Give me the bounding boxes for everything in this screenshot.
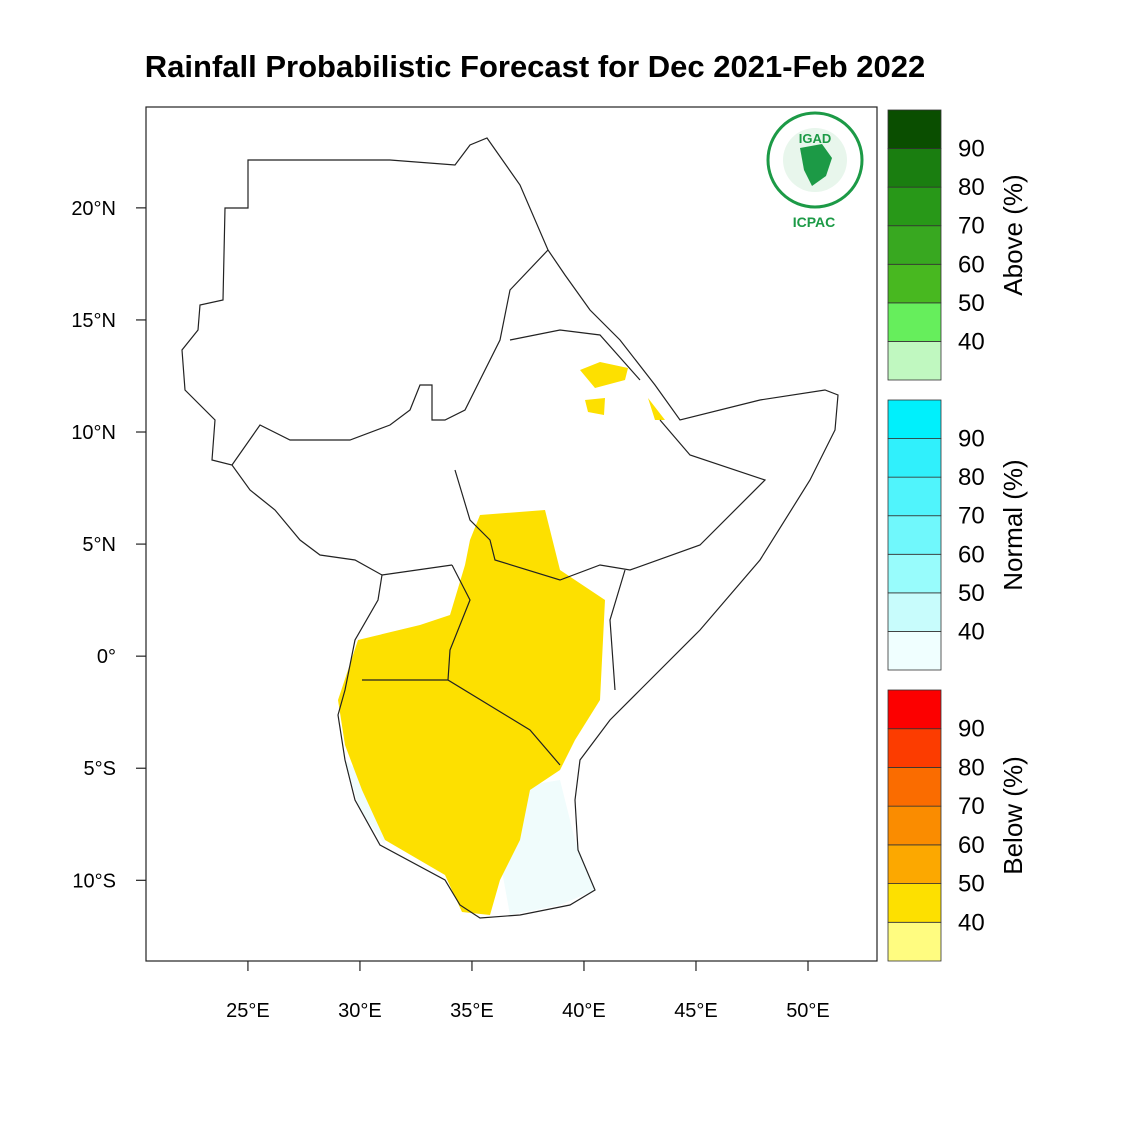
legend-level: 90 — [958, 426, 985, 453]
legend-swatch — [887, 225, 942, 265]
legend-swatch — [887, 341, 942, 381]
legend-level: 90 — [958, 136, 985, 163]
x-tick-label: 25°E — [226, 1000, 270, 1022]
legend-level: 70 — [958, 213, 985, 240]
legend-swatch — [887, 805, 942, 846]
y-tick-label: 0° — [97, 646, 116, 668]
y-tick-label: 5°N — [82, 534, 116, 556]
title: Rainfall Probabilistic Forecast for Dec … — [145, 49, 925, 84]
legend-level: 70 — [958, 793, 985, 820]
legend-swatch — [887, 438, 942, 478]
x-tick-label: 30°E — [338, 1000, 382, 1022]
x-tick-label: 35°E — [450, 1000, 494, 1022]
map — [145, 106, 878, 962]
borders — [231, 249, 767, 766]
legend-swatch — [887, 592, 942, 632]
legend-swatch — [887, 553, 942, 594]
y-tick-label: 5°S — [84, 758, 116, 780]
legend-swatch — [887, 515, 942, 555]
x-tick-label: 40°E — [562, 1000, 606, 1022]
legend-level: 60 — [958, 251, 985, 278]
y-tick-label: 20°N — [71, 198, 116, 220]
legend-level: 80 — [958, 754, 985, 781]
y-tick-label: 10°N — [71, 422, 116, 444]
legend-swatch — [887, 767, 942, 807]
legend-swatch — [887, 399, 942, 439]
legend-swatch — [887, 476, 942, 517]
legend-swatch — [887, 689, 942, 730]
legend-swatch — [887, 921, 942, 962]
legend-level: 40 — [958, 618, 985, 645]
legend-level: 50 — [958, 290, 985, 317]
legend-swatch — [887, 844, 942, 884]
legend-title: Normal (%) — [998, 459, 1028, 590]
legend-swatch — [887, 263, 942, 304]
normal-area — [345, 760, 595, 915]
legend-swatch — [887, 148, 942, 188]
x-tick-label: 45°E — [674, 1000, 718, 1022]
legend-level: 70 — [958, 503, 985, 530]
legend-title: Above (%) — [998, 174, 1028, 295]
legend-title: Below (%) — [998, 756, 1028, 874]
coastline — [181, 137, 839, 919]
legend-level: 40 — [958, 328, 985, 355]
logo-name: IGAD — [799, 131, 832, 146]
y-tick-label: 15°N — [71, 310, 116, 332]
legend-level: 80 — [958, 464, 985, 491]
legend-level: 50 — [958, 871, 985, 898]
above-normal-area — [338, 362, 665, 915]
logo-org: ICPAC — [793, 214, 836, 230]
legend-level: 90 — [958, 716, 985, 743]
logo: IGAD ICPAC — [766, 111, 864, 230]
legend-swatch — [887, 186, 942, 227]
legend-swatch — [887, 883, 942, 923]
legend-level: 80 — [958, 174, 985, 201]
legend-level: 50 — [958, 580, 985, 607]
logo-map — [800, 144, 832, 186]
legend-swatch — [887, 728, 942, 768]
legend-swatch — [887, 631, 942, 671]
x-tick-label: 50°E — [786, 1000, 830, 1022]
legend-level: 60 — [958, 541, 985, 568]
legend-swatch — [887, 109, 942, 149]
legend-level: 40 — [958, 909, 985, 936]
y-tick-label: 10°S — [72, 870, 116, 892]
legend-level: 60 — [958, 832, 985, 859]
legend-swatch — [887, 302, 942, 342]
